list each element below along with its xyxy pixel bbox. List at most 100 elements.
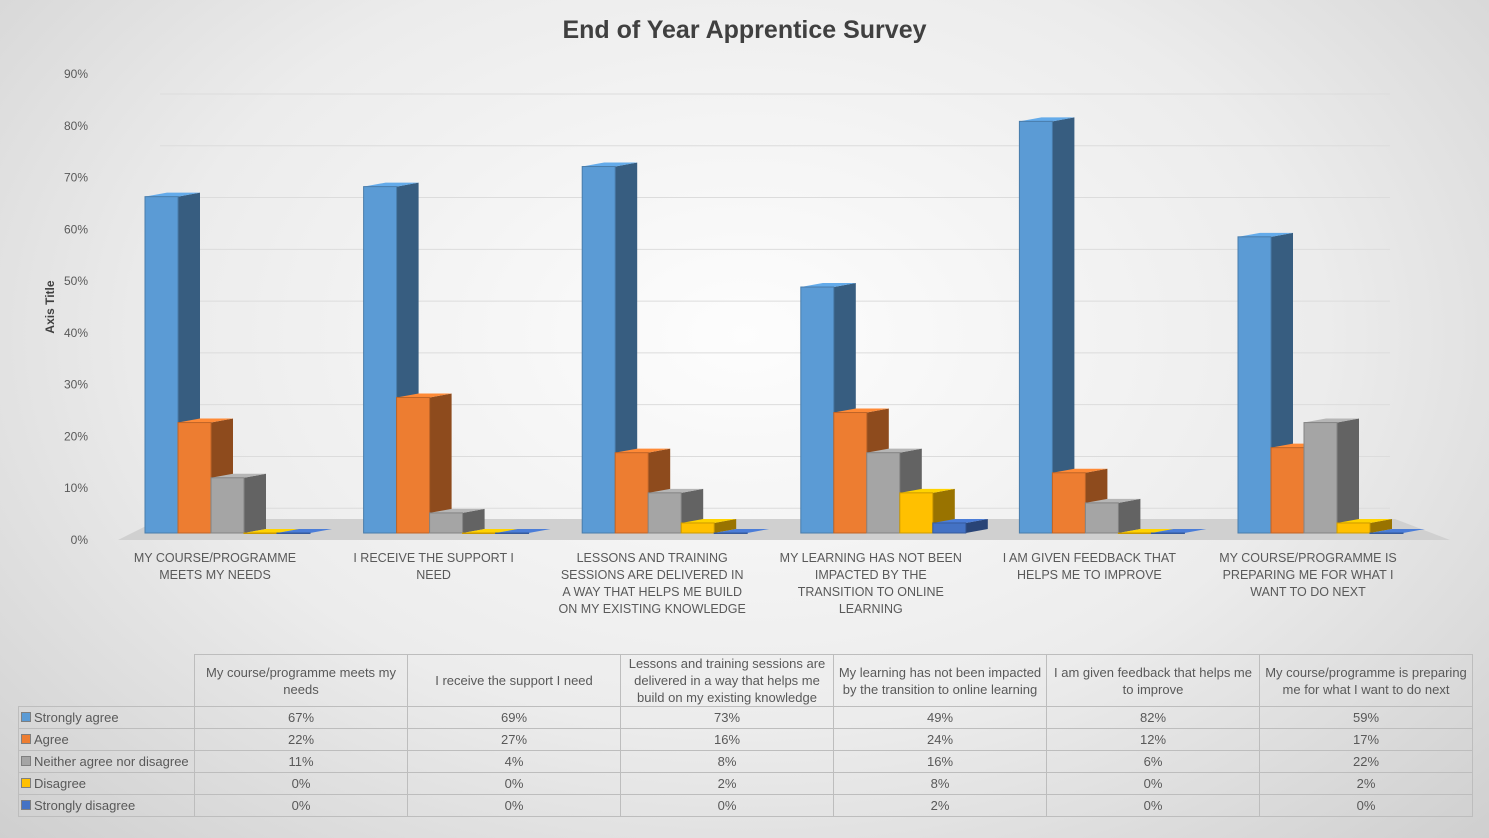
y-tick-label: 50% — [64, 274, 88, 288]
table-row: Neither agree nor disagree 11% 4% 8% 16% 6% 22… — [18, 750, 1473, 773]
bar-strongly-agree — [1018, 120, 1053, 534]
table-cell: 0% — [1259, 794, 1473, 817]
bar-disagree — [243, 532, 278, 534]
legend-key: Strongly agree — [18, 706, 195, 729]
bar-top — [648, 488, 704, 493]
y-tick-label: 70% — [64, 171, 88, 185]
bar-top — [462, 529, 518, 533]
bar-strongly-agree — [144, 196, 179, 534]
bar-strongly-disagree — [495, 532, 530, 534]
bar-disagree — [462, 532, 497, 534]
bar-top — [833, 408, 889, 413]
table-row: Strongly disagree 0% 0% 0% 2% 0% 0% — [18, 794, 1473, 817]
table-header-cell: My learning has not been impacted by the… — [833, 654, 1047, 707]
bar-strongly-agree — [581, 166, 616, 534]
table-cell: 69% — [407, 706, 621, 729]
bar-top — [615, 448, 671, 453]
bar-strongly-agree — [800, 286, 835, 534]
bar-side — [965, 518, 988, 533]
legend-swatch — [21, 756, 31, 766]
bar-top — [932, 518, 988, 523]
y-tick-label: 20% — [64, 429, 88, 443]
legend-key: Agree — [18, 728, 195, 751]
chart-title: End of Year Apprentice Survey — [562, 16, 927, 44]
table-header-cell: My course/programme is preparing me for … — [1259, 654, 1473, 707]
bar-top — [714, 529, 770, 533]
bar-strongly-disagree — [1369, 532, 1404, 534]
table-cell: 22% — [1259, 750, 1473, 773]
table-cell: 8% — [620, 750, 834, 773]
bar-side — [1118, 498, 1141, 533]
bar-strongly-disagree — [1150, 532, 1185, 534]
bar-side — [615, 162, 638, 534]
legend-key: Disagree — [18, 772, 195, 795]
bar-strongly-disagree — [932, 522, 967, 534]
table-cell: 6% — [1046, 750, 1260, 773]
table-row: Disagree 0% 0% 2% 8% 0% 2% — [18, 772, 1473, 795]
table-cell: 22% — [194, 728, 408, 751]
bar-disagree — [899, 492, 934, 534]
table-cell: 11% — [194, 750, 408, 773]
y-tick-label: 0% — [71, 533, 89, 547]
bar-side — [429, 393, 452, 533]
bar-top — [1019, 117, 1075, 122]
bar-side — [462, 508, 485, 533]
bar-side — [714, 518, 737, 533]
table-cell: 59% — [1259, 706, 1473, 729]
table-cell: 8% — [833, 772, 1047, 795]
table-cell: 16% — [833, 750, 1047, 773]
category-label: MY LEARNING HAS NOT BEEN IMPACTED BY THE… — [779, 551, 962, 616]
bar-top — [866, 448, 922, 453]
table-cell: 2% — [620, 772, 834, 795]
y-tick-label: 30% — [64, 378, 88, 392]
table-cell: 0% — [407, 794, 621, 817]
bar-disagree — [1336, 522, 1371, 534]
bar-strongly-agree — [1237, 236, 1272, 534]
table-cell: 0% — [407, 772, 621, 795]
bar-side — [1337, 418, 1359, 533]
table-cell: 2% — [833, 794, 1047, 817]
bar-top — [429, 508, 485, 513]
bar-strongly-agree — [363, 186, 398, 534]
table-cell: 0% — [1046, 794, 1260, 817]
category-label: MY COURSE/PROGRAMME IS PREPARING ME FOR … — [1219, 551, 1397, 599]
bar-top — [1151, 529, 1207, 533]
bar-top — [178, 418, 233, 423]
bar-side — [1052, 117, 1075, 534]
bar-disagree — [1117, 532, 1152, 534]
legend-swatch — [21, 778, 31, 788]
table-header-cell: My course/programme meets my needs — [194, 654, 408, 707]
bar-top — [1085, 498, 1141, 503]
y-tick-label: 80% — [64, 119, 88, 133]
table-row: Agree 22% 27% 16% 24% 12% 17% — [18, 728, 1473, 751]
bar-top — [1118, 529, 1174, 533]
table-cell: 49% — [833, 706, 1047, 729]
bar-top — [1370, 529, 1425, 533]
bar-neither-agree-nor-disagree — [210, 477, 245, 534]
table-cell: 24% — [833, 728, 1047, 751]
chart-plot: 0% 10% 20% 30% 40% 50% 60% 70% 80% 90% — [64, 67, 1450, 547]
bar-top — [800, 283, 856, 288]
table-cell: 4% — [407, 750, 621, 773]
legend-swatch — [21, 712, 31, 722]
category-label: LESSONS AND TRAINING SESSIONS ARE DELIVE… — [558, 551, 746, 616]
category-label: I RECEIVE THE SUPPORT I NEED — [353, 551, 514, 582]
bar-top — [681, 518, 737, 523]
table-cell: 67% — [194, 706, 408, 729]
y-tick-label: 10% — [64, 481, 88, 495]
table-cell: 82% — [1046, 706, 1260, 729]
table-cell: 73% — [620, 706, 834, 729]
legend-swatch — [21, 734, 31, 744]
bar-agree — [396, 396, 431, 534]
y-tick-label: 60% — [64, 222, 88, 236]
bar-agree — [177, 422, 212, 534]
bar-disagree — [680, 522, 715, 534]
legend-swatch — [21, 800, 31, 810]
bar-top — [899, 488, 955, 493]
table-cell: 2% — [1259, 772, 1473, 795]
bar-strongly-disagree — [276, 532, 311, 534]
table-header-row: My course/programme meets my needs I rece… — [18, 654, 1473, 707]
bar-top — [244, 529, 299, 533]
bar-agree — [1051, 472, 1086, 534]
bar-neither-agree-nor-disagree — [1303, 422, 1338, 534]
